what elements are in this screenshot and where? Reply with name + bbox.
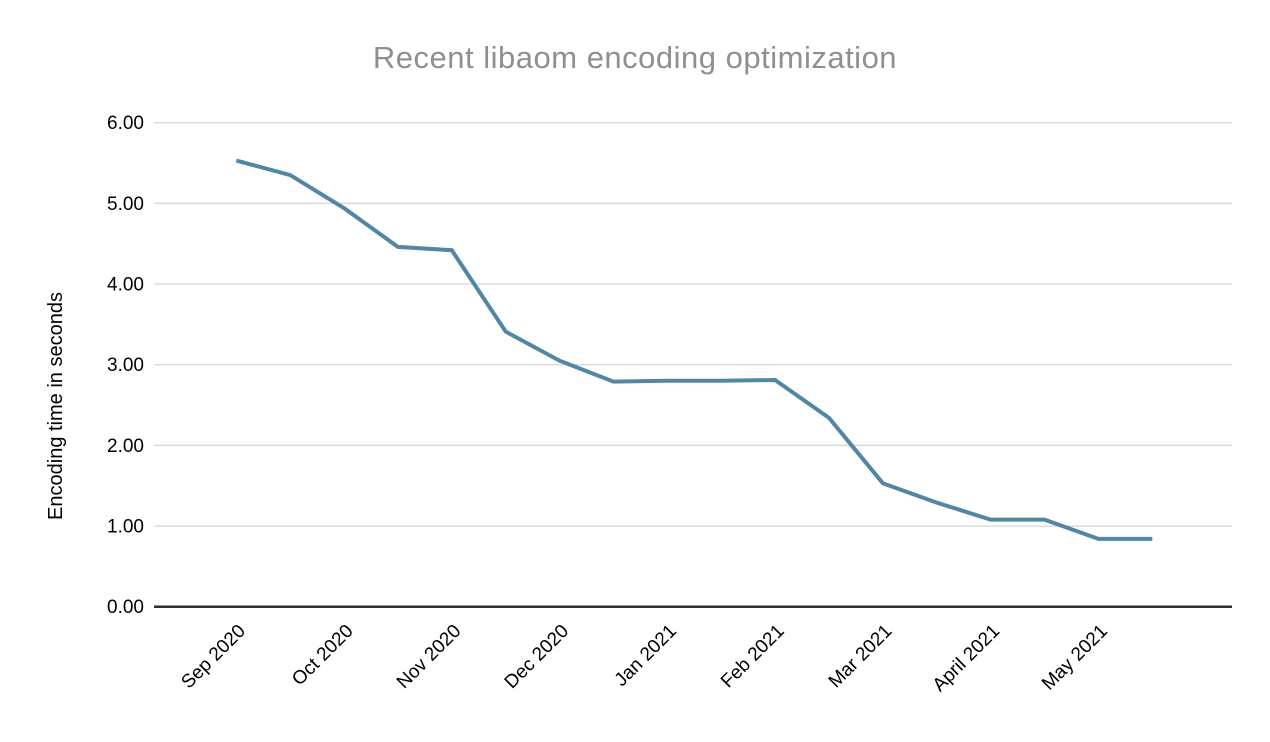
series-group	[235, 158, 1153, 541]
gridlines-group	[154, 121, 1232, 608]
x-tick-label: Sep 2020	[177, 621, 249, 693]
x-tick-label: Feb 2021	[717, 621, 789, 693]
chart-title: Recent libaom encoding optimization	[372, 40, 898, 75]
y-tick-label: 6.00	[107, 113, 144, 134]
y-axis-title: Encoding time in seconds	[45, 292, 67, 520]
y-tick-label: 5.00	[107, 194, 144, 215]
x-tick-label: Nov 2020	[393, 621, 465, 693]
x-tick-label: Jan 2021	[611, 621, 681, 691]
y-tick-label: 3.00	[107, 355, 144, 376]
y-tick-label: 1.00	[107, 517, 144, 538]
encoding-time-line	[235, 158, 1153, 541]
y-tick-labels-group: 0.00 1.00 2.00 3.00 4.00 5.00 6.00	[107, 113, 144, 618]
x-tick-label: May 2021	[1038, 621, 1112, 695]
y-tick-label: 0.00	[107, 597, 144, 618]
x-tick-label: April 2021	[929, 621, 1004, 696]
x-tick-label: Oct 2020	[288, 621, 357, 690]
x-tick-label: Mar 2021	[825, 621, 897, 693]
y-tick-label: 2.00	[107, 436, 144, 457]
x-tick-label: Dec 2020	[501, 621, 573, 693]
y-tick-label: 4.00	[107, 275, 144, 296]
x-tick-labels-group: Sep 2020 Oct 2020 Nov 2020 Dec 2020 Jan 2021…	[177, 621, 1111, 696]
